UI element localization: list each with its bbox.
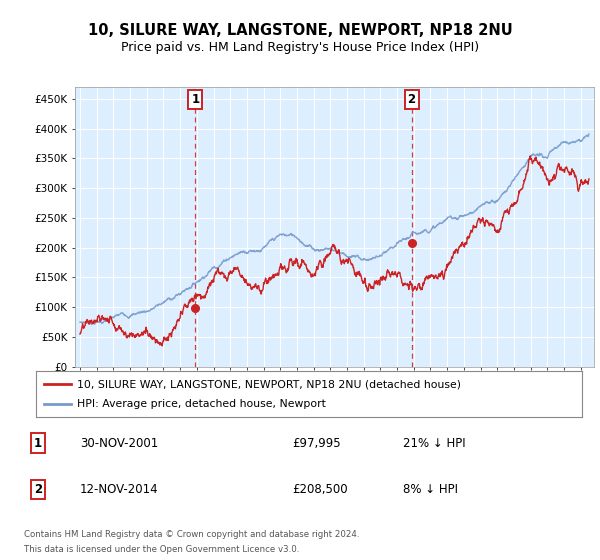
Text: This data is licensed under the Open Government Licence v3.0.: This data is licensed under the Open Gov… xyxy=(24,545,299,554)
Text: £208,500: £208,500 xyxy=(292,483,347,496)
Text: 10, SILURE WAY, LANGSTONE, NEWPORT, NP18 2NU: 10, SILURE WAY, LANGSTONE, NEWPORT, NP18… xyxy=(88,24,512,38)
Text: 21% ↓ HPI: 21% ↓ HPI xyxy=(403,437,466,450)
Text: 10, SILURE WAY, LANGSTONE, NEWPORT, NP18 2NU (detached house): 10, SILURE WAY, LANGSTONE, NEWPORT, NP18… xyxy=(77,379,461,389)
Text: HPI: Average price, detached house, Newport: HPI: Average price, detached house, Newp… xyxy=(77,399,326,409)
Text: Contains HM Land Registry data © Crown copyright and database right 2024.: Contains HM Land Registry data © Crown c… xyxy=(24,530,359,539)
Text: 2: 2 xyxy=(34,483,42,496)
Text: Price paid vs. HM Land Registry's House Price Index (HPI): Price paid vs. HM Land Registry's House … xyxy=(121,41,479,54)
Text: 30-NOV-2001: 30-NOV-2001 xyxy=(80,437,158,450)
Text: 2: 2 xyxy=(407,93,416,106)
Text: 1: 1 xyxy=(34,437,42,450)
Text: 8% ↓ HPI: 8% ↓ HPI xyxy=(403,483,458,496)
Text: 1: 1 xyxy=(191,93,200,106)
Text: 12-NOV-2014: 12-NOV-2014 xyxy=(80,483,158,496)
Text: £97,995: £97,995 xyxy=(292,437,340,450)
